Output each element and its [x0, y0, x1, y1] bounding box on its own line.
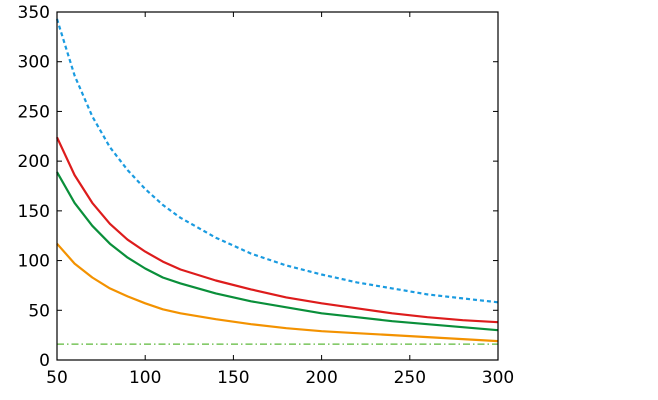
x-tick-label: 200 [305, 368, 337, 388]
y-tick-label: 350 [18, 3, 50, 23]
x-tick-label: 100 [129, 368, 161, 388]
y-tick-label: 50 [28, 301, 50, 321]
x-tick-label: 250 [394, 368, 426, 388]
x-tick-label: 50 [46, 368, 68, 388]
series-layer [55, 18, 499, 345]
x-tick-label: 150 [217, 368, 249, 388]
series-line-1 [55, 18, 499, 304]
y-tick-label: 0 [39, 351, 50, 371]
y-tick-label: 250 [18, 102, 50, 122]
y-tick-label: 200 [18, 152, 50, 172]
series-line-4 [56, 242, 499, 343]
plot-frame [56, 11, 499, 361]
y-tick-label: 100 [18, 252, 50, 272]
x-tick-label: 300 [482, 368, 514, 388]
y-tick-label: 300 [18, 53, 50, 73]
series-line-2 [56, 136, 499, 324]
y-tick-label: 150 [18, 202, 50, 222]
series-line-3 [56, 171, 499, 332]
